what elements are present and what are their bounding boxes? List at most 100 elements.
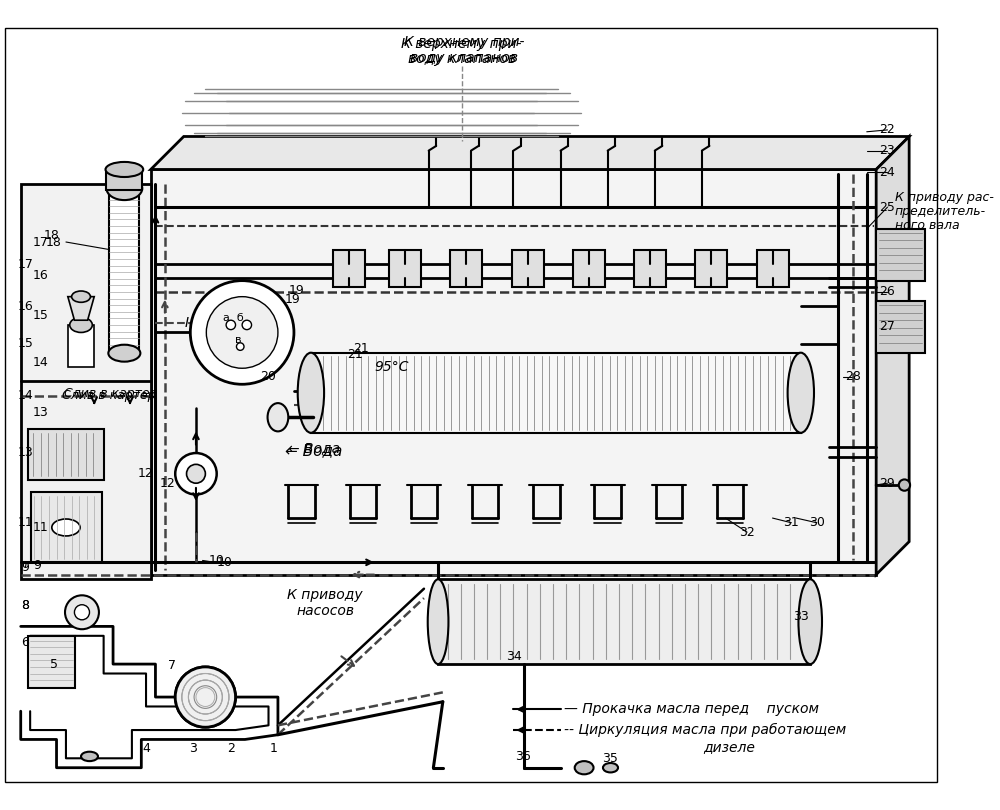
Text: 4: 4 bbox=[142, 743, 150, 756]
Ellipse shape bbox=[52, 519, 80, 536]
Text: 19: 19 bbox=[289, 284, 305, 296]
Polygon shape bbox=[68, 296, 94, 320]
Bar bbox=[311, 353, 801, 433]
Text: 28: 28 bbox=[845, 370, 861, 383]
Circle shape bbox=[175, 667, 236, 727]
Text: 21: 21 bbox=[353, 342, 369, 355]
Text: дизеле: дизеле bbox=[703, 740, 755, 754]
Text: 26: 26 bbox=[880, 285, 895, 298]
Polygon shape bbox=[151, 137, 909, 169]
Bar bbox=[695, 249, 727, 288]
Text: 10: 10 bbox=[209, 554, 225, 567]
Circle shape bbox=[899, 480, 910, 491]
Bar bbox=[151, 169, 876, 574]
Bar bbox=[634, 249, 666, 288]
Text: 12: 12 bbox=[138, 467, 154, 480]
Text: 17: 17 bbox=[17, 258, 33, 271]
Text: 11: 11 bbox=[33, 521, 49, 534]
Text: воду клапанов: воду клапанов bbox=[410, 51, 518, 66]
Text: К верхнему при-: К верхнему при- bbox=[401, 37, 522, 51]
Ellipse shape bbox=[81, 752, 98, 761]
Text: 12: 12 bbox=[160, 477, 176, 490]
Circle shape bbox=[226, 320, 236, 330]
Text: -- Циркуляция масла при работающем: -- Циркуляция масла при работающем bbox=[564, 723, 847, 737]
Text: Слив в картер: Слив в картер bbox=[62, 389, 155, 402]
Bar bbox=[389, 249, 421, 288]
Ellipse shape bbox=[106, 162, 143, 177]
Ellipse shape bbox=[70, 318, 92, 332]
Text: 7: 7 bbox=[168, 659, 176, 672]
Text: 8: 8 bbox=[21, 599, 29, 612]
Text: в: в bbox=[235, 335, 241, 345]
Bar bbox=[512, 249, 544, 288]
Bar bbox=[28, 428, 104, 480]
Bar bbox=[876, 228, 925, 280]
Text: ← Вода: ← Вода bbox=[288, 441, 340, 455]
Text: 25: 25 bbox=[880, 201, 895, 214]
Text: 14: 14 bbox=[33, 356, 49, 369]
Bar bbox=[21, 184, 151, 579]
Text: 35: 35 bbox=[603, 752, 618, 765]
Text: 1: 1 bbox=[269, 743, 277, 756]
Bar bbox=[573, 249, 605, 288]
Ellipse shape bbox=[72, 291, 90, 302]
Bar bbox=[68, 325, 94, 367]
Ellipse shape bbox=[788, 352, 814, 433]
Bar bbox=[438, 579, 810, 664]
Bar bbox=[28, 636, 75, 688]
Circle shape bbox=[190, 280, 294, 384]
Text: 34: 34 bbox=[506, 650, 521, 663]
Text: 19: 19 bbox=[284, 293, 300, 306]
Circle shape bbox=[65, 595, 99, 629]
Text: 21: 21 bbox=[347, 347, 363, 360]
Text: 23: 23 bbox=[880, 144, 895, 157]
Text: воду клапанов: воду клапанов bbox=[408, 52, 516, 66]
Text: 36: 36 bbox=[515, 750, 531, 763]
Circle shape bbox=[74, 605, 90, 620]
Text: 95°C: 95°C bbox=[374, 360, 409, 374]
Text: 10: 10 bbox=[217, 556, 233, 569]
Bar bbox=[106, 169, 142, 190]
Text: 3: 3 bbox=[189, 743, 197, 756]
Ellipse shape bbox=[108, 345, 140, 361]
Text: 20: 20 bbox=[261, 370, 276, 383]
Text: — Прокачка масла перед    пуском: — Прокачка масла перед пуском bbox=[564, 702, 819, 716]
Bar bbox=[757, 249, 789, 288]
Text: 9: 9 bbox=[21, 561, 29, 573]
Bar bbox=[876, 301, 925, 353]
Bar bbox=[31, 492, 102, 562]
Ellipse shape bbox=[106, 177, 142, 200]
Text: 13: 13 bbox=[33, 406, 49, 419]
Text: К приводу рас-: К приводу рас- bbox=[895, 191, 994, 204]
Ellipse shape bbox=[575, 761, 594, 774]
Circle shape bbox=[206, 296, 278, 369]
Text: 27: 27 bbox=[880, 320, 895, 333]
Text: 13: 13 bbox=[18, 446, 33, 458]
Text: 14: 14 bbox=[18, 389, 33, 402]
Polygon shape bbox=[876, 137, 909, 574]
Text: 18: 18 bbox=[45, 236, 61, 249]
Text: 32: 32 bbox=[739, 526, 755, 539]
Text: 16: 16 bbox=[33, 270, 49, 283]
Text: 15: 15 bbox=[17, 337, 33, 350]
Circle shape bbox=[175, 667, 236, 727]
Circle shape bbox=[242, 320, 252, 330]
Ellipse shape bbox=[603, 763, 618, 773]
Text: I: I bbox=[184, 316, 189, 330]
Text: 29: 29 bbox=[880, 477, 895, 490]
Text: 2: 2 bbox=[227, 743, 235, 756]
Text: 22: 22 bbox=[880, 123, 895, 136]
Circle shape bbox=[187, 464, 205, 484]
Ellipse shape bbox=[798, 579, 822, 664]
Text: К приводу
насосов: К приводу насосов bbox=[287, 588, 363, 618]
Bar bbox=[450, 249, 482, 288]
Text: 16: 16 bbox=[18, 300, 33, 313]
Text: а  б: а б bbox=[223, 313, 244, 323]
Text: 17: 17 bbox=[33, 236, 49, 249]
Text: 30: 30 bbox=[809, 516, 825, 529]
Bar bbox=[109, 188, 139, 353]
Ellipse shape bbox=[298, 352, 324, 433]
Text: 24: 24 bbox=[880, 166, 895, 179]
Text: 15: 15 bbox=[33, 309, 49, 322]
Circle shape bbox=[175, 453, 217, 494]
